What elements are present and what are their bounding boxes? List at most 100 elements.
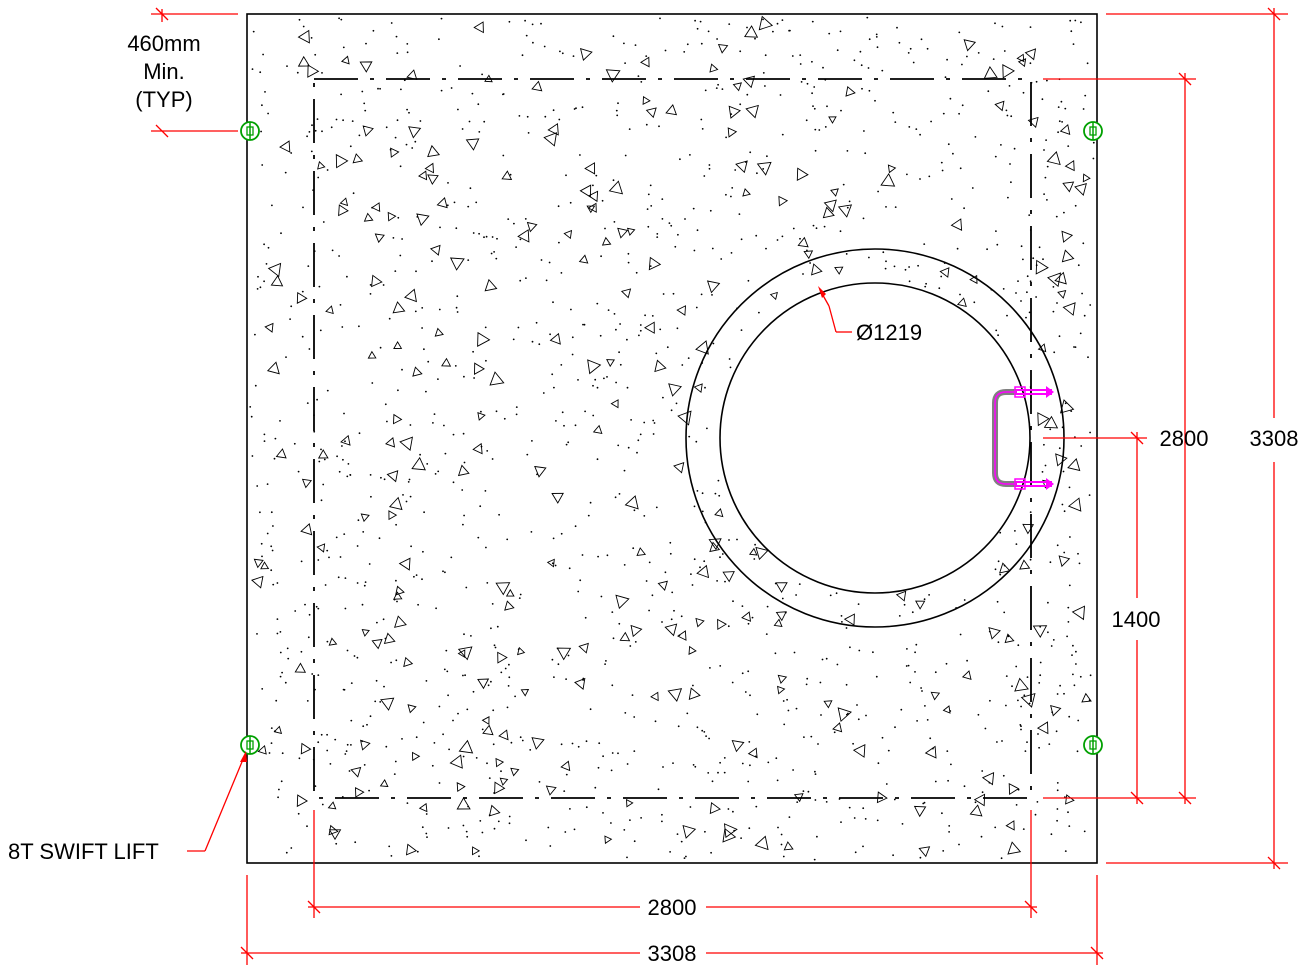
hatch-triangle <box>778 195 789 207</box>
hatch-dot <box>948 831 950 833</box>
hatch-dot <box>1072 673 1074 676</box>
hatch-triangle <box>510 767 520 777</box>
hatch-dot <box>670 224 673 227</box>
hatch-dot <box>497 820 500 823</box>
hatch-dot <box>365 42 367 45</box>
hatch-dot <box>848 200 851 203</box>
hatch-dot <box>662 766 664 768</box>
hatch-dot <box>1080 21 1082 24</box>
hatch-triangle <box>367 350 377 359</box>
hatch-dot <box>349 474 352 476</box>
hatch-dot <box>677 233 679 236</box>
hatch-dot <box>1056 819 1058 822</box>
hatch-triangle <box>852 743 866 758</box>
hatch-dot <box>263 280 265 283</box>
hatch-dot <box>311 673 314 675</box>
hatch-dot <box>694 765 697 768</box>
hatch-dot <box>277 796 279 799</box>
hatch-dot <box>764 85 766 87</box>
hatch-triangle <box>915 600 926 610</box>
hatch-dot <box>406 802 409 804</box>
hatch-dot <box>515 406 518 408</box>
hatch-dot <box>543 45 546 48</box>
hatch-dot <box>1061 121 1063 123</box>
hatch-dot <box>320 448 322 451</box>
hatch-dot <box>582 323 584 326</box>
hatch-triangle <box>961 670 972 680</box>
hatch-dot <box>721 553 724 555</box>
hatch-dot <box>1041 98 1044 101</box>
hatch-dot <box>1023 694 1026 697</box>
hatch-dot <box>285 851 288 854</box>
hatch-triangle <box>667 688 683 702</box>
hatch-triangle <box>363 212 374 222</box>
hatch-dot <box>487 684 490 687</box>
hatch-dot <box>1081 292 1083 295</box>
hatch-dot <box>364 581 367 583</box>
hatch-dot <box>479 820 482 822</box>
hatch-dot <box>335 842 338 845</box>
hatch-dot <box>723 771 726 774</box>
hatch-dot <box>306 700 309 702</box>
hatch-dot <box>575 107 577 110</box>
hatch-triangle <box>837 707 852 723</box>
hatch-dot <box>1022 828 1025 830</box>
hatch-dot <box>741 605 744 607</box>
hatch-dot <box>920 687 922 689</box>
hatch-dot <box>579 154 581 156</box>
hatch-dot <box>648 561 651 564</box>
hatch-triangle <box>457 646 473 661</box>
hatch-triangle <box>472 442 483 455</box>
hatch-dot <box>814 773 817 775</box>
hatch-dot <box>344 607 347 610</box>
hatch-triangle <box>956 297 967 308</box>
hatch-dot <box>963 785 966 788</box>
hatch-dot <box>1026 676 1029 678</box>
hatch-dot <box>640 817 642 819</box>
hatch-dot <box>439 226 441 229</box>
hatch-triangle <box>359 61 373 73</box>
hatch-dot <box>553 676 555 678</box>
hatch-dot <box>358 432 361 435</box>
hatch-dot <box>1028 702 1031 705</box>
hatch-triangle <box>939 267 950 278</box>
hatch-dot <box>545 279 548 282</box>
hatch-dot <box>709 667 711 669</box>
hatch-dot <box>357 519 360 522</box>
hatch-dot <box>924 705 926 707</box>
hatch-dot <box>446 204 449 207</box>
hatch-dot <box>274 437 277 440</box>
hatch-dot <box>795 707 798 710</box>
hatch-dot <box>481 73 483 76</box>
hatch-dot <box>326 169 329 171</box>
hatch-dot <box>782 855 785 858</box>
hatch-dot <box>279 420 281 422</box>
hatch-dot <box>561 52 564 55</box>
hatch-dot <box>748 827 751 830</box>
hatch-triangle <box>606 359 615 368</box>
hatch-dot <box>379 346 382 349</box>
hatch-dot <box>762 72 765 74</box>
hatch-dot <box>287 657 290 660</box>
hatch-dot <box>442 570 444 573</box>
hatch-dot <box>446 670 449 673</box>
hatch-dot <box>963 207 965 210</box>
hatch-triangle <box>775 582 788 593</box>
hatch-dot <box>560 532 563 535</box>
hatch-dot <box>1046 79 1048 82</box>
hatch-dot <box>639 433 642 436</box>
hatch-dot <box>636 451 638 454</box>
hatch-dot <box>290 305 293 308</box>
hatch-dot <box>981 791 984 794</box>
hatch-triangle <box>434 327 444 337</box>
hatch-dot <box>444 571 446 574</box>
hatch-dot <box>877 190 879 193</box>
hatch-dot <box>947 779 949 782</box>
hatch-dot <box>1067 621 1070 623</box>
hatch-dot <box>840 109 842 112</box>
hatch-dot <box>485 235 488 238</box>
hatch-dot <box>907 664 910 667</box>
hatch-dot <box>326 733 328 736</box>
hatch-dot <box>944 76 947 79</box>
hatch-dot <box>661 820 663 823</box>
